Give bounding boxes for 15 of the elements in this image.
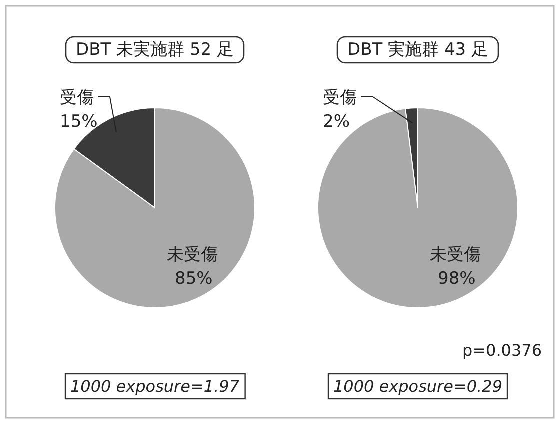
data-label: 85% xyxy=(175,269,213,289)
pie-slice xyxy=(54,108,256,308)
text: p=0.0376 xyxy=(462,341,542,360)
text: 1000 exposure=0.29 xyxy=(334,377,502,396)
slice-label: 受傷 xyxy=(323,88,357,108)
chart-title: DBT 未実施群 52 足 xyxy=(76,40,234,60)
data-label: 15% xyxy=(60,112,98,132)
pie-slice xyxy=(318,108,518,308)
slice-label: 受傷 xyxy=(60,88,94,108)
data-label: 98% xyxy=(438,269,476,289)
slice-label: 未受傷 xyxy=(430,245,481,265)
slice-label: 未受傷 xyxy=(167,245,218,265)
text: 1000 exposure=1.97 xyxy=(70,377,240,396)
data-label: 2% xyxy=(323,112,350,132)
chart-title: DBT 実施群 43 足 xyxy=(348,40,488,60)
